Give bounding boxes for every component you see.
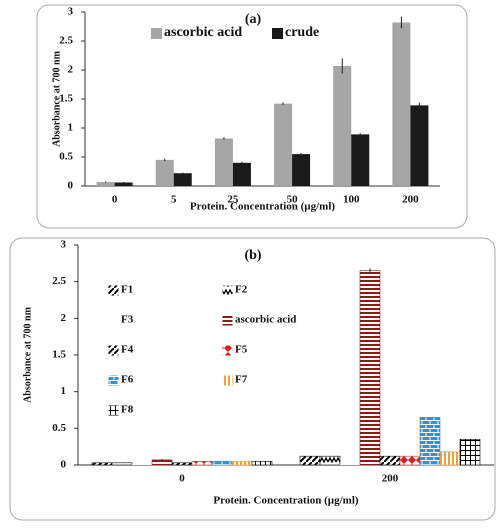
y-tick-label: 2 [68, 64, 74, 76]
legend-label: F8 [121, 404, 134, 416]
y-tick-label: 2 [61, 312, 67, 324]
legend-label: F4 [121, 344, 134, 356]
y-tick-label: 0 [68, 180, 74, 192]
bar [340, 464, 360, 465]
bar [459, 439, 481, 466]
legend-label: F3 [121, 314, 134, 326]
bar [173, 173, 192, 186]
legend-label: ascorbic acid [164, 25, 242, 40]
legend-swatch [221, 344, 234, 357]
bar [299, 455, 321, 466]
bar [410, 105, 429, 186]
bar [419, 417, 441, 466]
y-tick-label: 1.5 [59, 93, 73, 105]
y-tick-label: 1 [61, 385, 67, 397]
legend-label: ascorbic acid [235, 314, 296, 326]
legend-swatch [108, 315, 119, 326]
chart-title: (b) [244, 248, 261, 263]
y-tick-label: 1.5 [52, 349, 66, 361]
x-tick-label: 50 [287, 194, 299, 206]
bar [211, 461, 233, 466]
bar [359, 270, 381, 466]
bar [91, 462, 113, 466]
y-tick-label: 1 [68, 122, 74, 134]
bar [231, 461, 253, 466]
bar [111, 462, 133, 466]
chart-title: (a) [245, 12, 262, 27]
bar [171, 462, 193, 466]
x-tick-label: 25 [227, 194, 239, 206]
bar [251, 461, 273, 466]
legend-swatch [107, 284, 120, 297]
bar [132, 464, 152, 465]
legend-label: F1 [121, 284, 133, 296]
legend-swatch [221, 374, 234, 387]
y-tick-label: 3 [68, 6, 74, 18]
x-axis-label: Protein. Concentration (µg/ml) [213, 495, 358, 507]
bar [151, 459, 173, 466]
y-tick-label: 2.5 [59, 35, 73, 47]
legend-label: F5 [235, 344, 248, 356]
bar [379, 455, 401, 466]
legend-label: F7 [235, 374, 248, 386]
bar [399, 455, 421, 466]
legend-label: crude [285, 25, 319, 40]
bar [333, 65, 352, 186]
bar [351, 134, 370, 186]
y-tick-label: 0.5 [59, 151, 73, 163]
y-axis-label: Absorbance at 700 nm [22, 306, 33, 403]
legend-swatch [107, 374, 120, 387]
x-tick-label: 200 [402, 194, 419, 206]
legend-swatch [107, 344, 120, 357]
y-tick-label: 0.5 [52, 422, 66, 434]
bar [392, 22, 411, 186]
legend-swatch [221, 284, 234, 297]
legend-swatch [151, 28, 162, 39]
bar [232, 162, 251, 186]
bar [319, 455, 341, 466]
bar [155, 159, 174, 186]
x-tick-label: 0 [179, 473, 185, 485]
x-tick-label: 200 [382, 473, 399, 485]
x-tick-label: 100 [343, 194, 360, 206]
legend-swatch [272, 28, 283, 39]
bar [274, 103, 293, 186]
legend-swatch [221, 314, 234, 327]
x-tick-label: 0 [112, 194, 118, 206]
panel-b [9, 237, 496, 521]
y-tick-label: 3 [61, 239, 67, 251]
bar [114, 182, 133, 186]
x-tick-label: 5 [171, 194, 177, 206]
legend-label: F2 [235, 284, 248, 296]
bar [191, 461, 213, 466]
legend-label: F6 [121, 374, 134, 386]
x-axis-label: Protein. Concentration (µg/ml) [190, 201, 335, 213]
bar [96, 181, 115, 186]
y-tick-label: 2.5 [52, 275, 66, 287]
y-axis-label: Absorbance at 700 nm [51, 50, 62, 147]
legend-swatch [107, 404, 120, 417]
bar [292, 154, 311, 186]
bar [439, 451, 461, 466]
bar [214, 138, 233, 186]
y-tick-label: 0 [61, 459, 67, 471]
